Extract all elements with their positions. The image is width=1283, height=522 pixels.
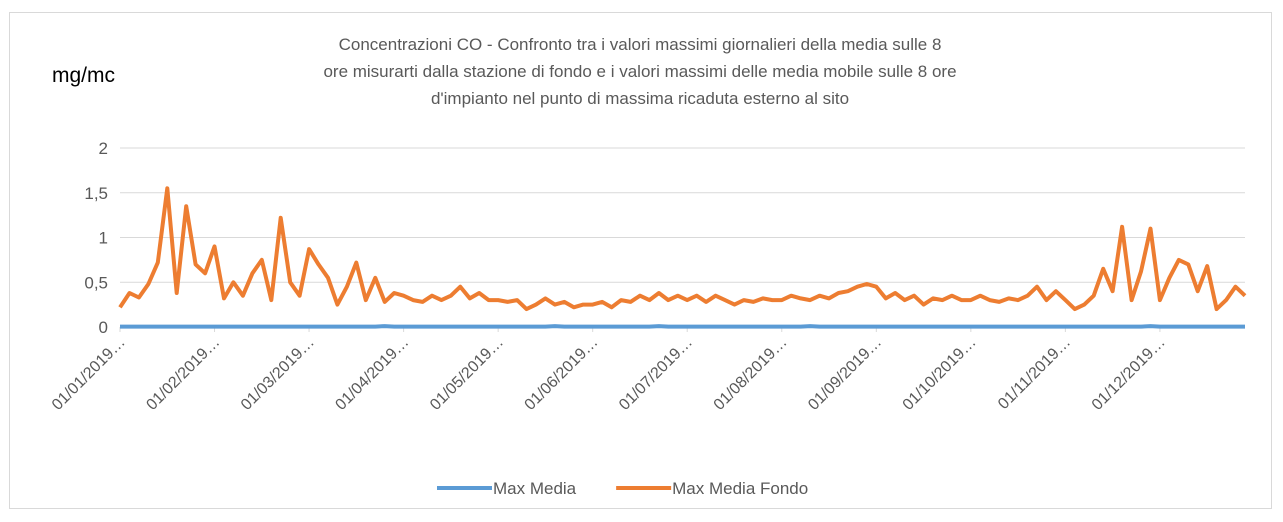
y-axis-label: mg/mc [52, 64, 115, 87]
series-line [118, 186, 1247, 312]
y-tick-label: 0,5 [84, 273, 108, 292]
y-tick-label: 2 [99, 139, 108, 158]
chart-title: Concentrazioni CO - Confronto tra i valo… [323, 35, 956, 108]
legend-label: Max Media [493, 479, 577, 498]
series-line [120, 324, 1245, 329]
y-tick-label: 1,5 [84, 184, 108, 203]
legend-label: Max Media Fondo [672, 479, 808, 498]
y-tick-label: 0 [99, 318, 108, 337]
chart-border [9, 12, 1272, 509]
y-tick-label: 1 [99, 229, 108, 248]
